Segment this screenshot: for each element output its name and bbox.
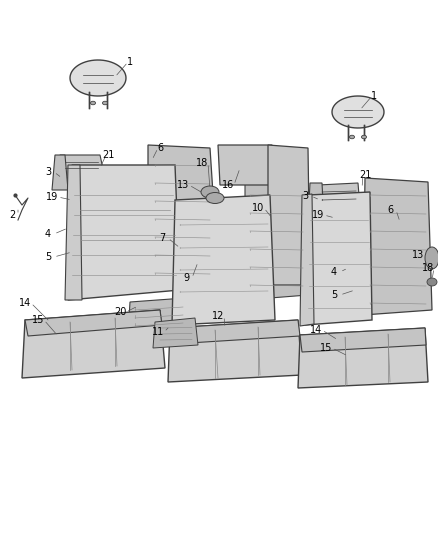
Text: 6: 6 <box>157 143 163 153</box>
Text: 19: 19 <box>46 192 58 202</box>
Ellipse shape <box>206 192 224 204</box>
Polygon shape <box>316 183 360 210</box>
Polygon shape <box>170 320 300 344</box>
Text: 9: 9 <box>183 273 189 283</box>
Text: 18: 18 <box>422 263 434 273</box>
Ellipse shape <box>427 278 437 286</box>
Text: 14: 14 <box>19 298 31 308</box>
Text: 19: 19 <box>312 210 324 220</box>
Ellipse shape <box>102 101 107 105</box>
Polygon shape <box>305 192 372 325</box>
Text: 5: 5 <box>45 252 51 262</box>
Text: 1: 1 <box>371 91 377 101</box>
Polygon shape <box>298 328 428 388</box>
Polygon shape <box>65 165 82 300</box>
Polygon shape <box>52 155 68 190</box>
Polygon shape <box>70 60 126 96</box>
Polygon shape <box>58 155 105 178</box>
Polygon shape <box>300 328 426 352</box>
Text: 3: 3 <box>302 191 308 201</box>
Text: 4: 4 <box>45 229 51 239</box>
Text: 1: 1 <box>127 57 133 67</box>
Text: 14: 14 <box>310 325 322 335</box>
Polygon shape <box>245 178 308 300</box>
Text: 18: 18 <box>196 158 208 168</box>
Text: 7: 7 <box>159 233 165 243</box>
Polygon shape <box>68 165 180 300</box>
Polygon shape <box>153 318 198 348</box>
Polygon shape <box>22 310 165 378</box>
Ellipse shape <box>361 135 367 139</box>
Text: 21: 21 <box>102 150 114 160</box>
Text: 15: 15 <box>320 343 332 353</box>
Polygon shape <box>332 96 384 128</box>
Text: 13: 13 <box>177 180 189 190</box>
Text: 21: 21 <box>359 170 371 180</box>
Text: 11: 11 <box>152 327 164 337</box>
Text: 5: 5 <box>331 290 337 300</box>
Polygon shape <box>128 298 190 335</box>
Polygon shape <box>363 178 432 315</box>
Text: 4: 4 <box>331 267 337 277</box>
Polygon shape <box>148 145 218 280</box>
Text: 16: 16 <box>222 180 234 190</box>
Text: 10: 10 <box>252 203 264 213</box>
Polygon shape <box>25 310 162 336</box>
Polygon shape <box>308 183 324 222</box>
Polygon shape <box>168 320 302 382</box>
Text: 2: 2 <box>9 210 15 220</box>
Text: 13: 13 <box>412 250 424 260</box>
Text: 20: 20 <box>114 307 126 317</box>
Ellipse shape <box>91 101 95 105</box>
Ellipse shape <box>425 247 438 269</box>
Polygon shape <box>172 195 275 325</box>
Text: 12: 12 <box>212 311 224 321</box>
Ellipse shape <box>350 135 354 139</box>
Text: 6: 6 <box>387 205 393 215</box>
Ellipse shape <box>201 186 219 198</box>
Polygon shape <box>300 194 314 326</box>
Text: 15: 15 <box>32 315 44 325</box>
Text: 3: 3 <box>45 167 51 177</box>
Polygon shape <box>218 145 275 185</box>
Polygon shape <box>268 145 310 285</box>
